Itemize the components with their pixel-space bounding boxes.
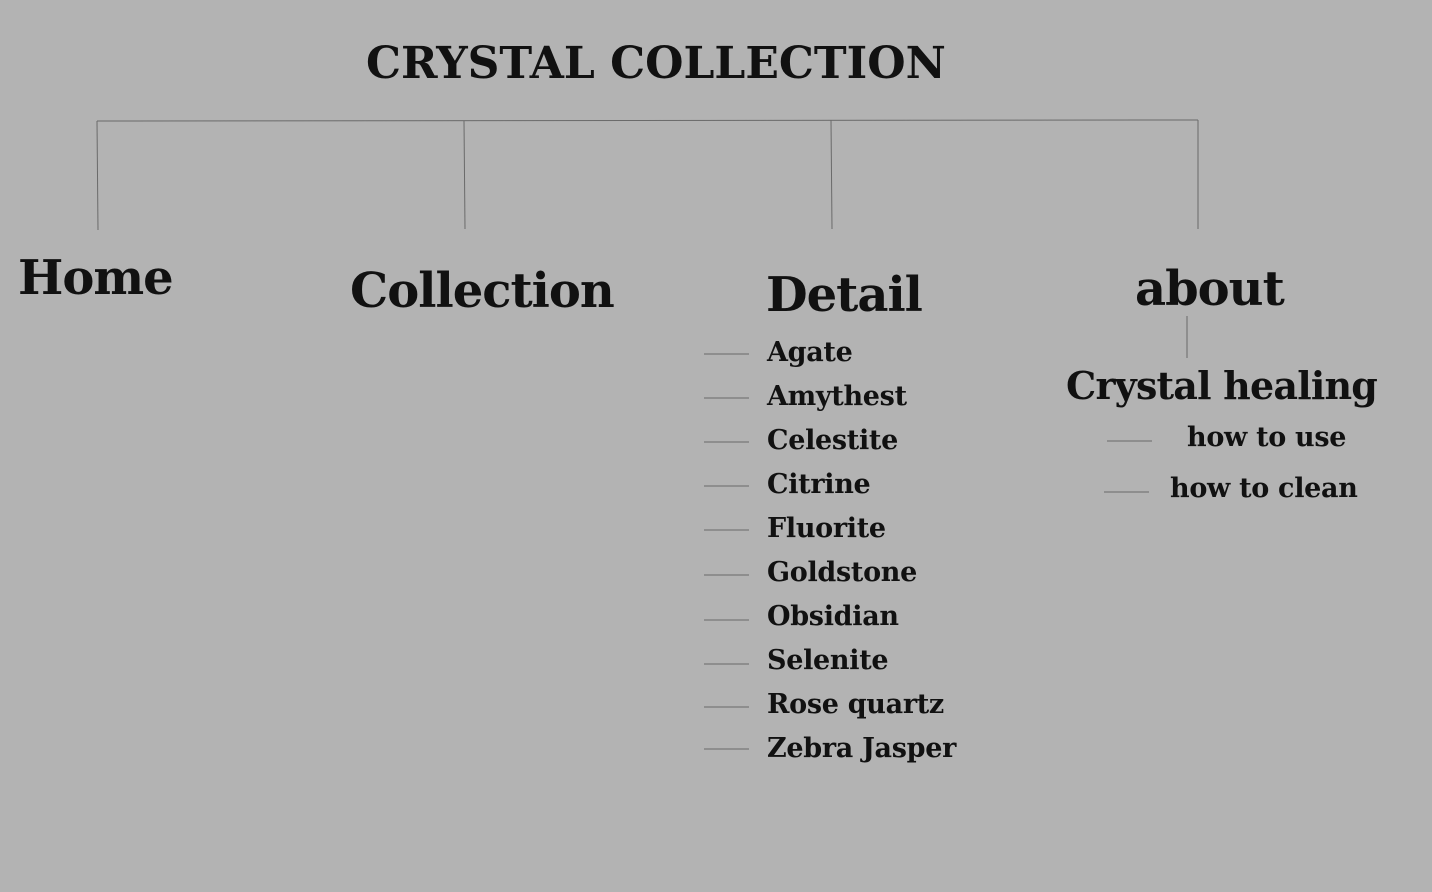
diagram-title: CRYSTAL COLLECTION (366, 38, 946, 89)
node-detail: Detail (766, 267, 923, 323)
detail-item-goldstone: Goldstone (767, 557, 917, 588)
node-about: about (1135, 261, 1285, 317)
home-connector (96, 120, 99, 231)
detail-item-obsidian: Obsidian (767, 601, 899, 632)
detail-item-celestite: Celestite (767, 425, 898, 456)
node-how-to-clean: how to clean (1170, 473, 1358, 504)
detail-item-rose-quartz: Rose quartz (767, 689, 944, 720)
detail-item-citrine: Citrine (767, 469, 871, 500)
detail-item-zebra-jasper: Zebra Jasper (767, 733, 957, 764)
node-home: Home (18, 250, 174, 306)
node-crystal-healing: Crystal healing (1066, 363, 1378, 408)
node-collection: Collection (350, 263, 615, 319)
top-horizontal-connector (96, 119, 1199, 122)
detail-item-fluorite: Fluorite (767, 513, 886, 544)
detail-item-list: Agate Amythest Celestite Citrine Fluorit… (767, 338, 956, 778)
detail-item-selenite: Selenite (767, 645, 889, 676)
detail-item-agate: Agate (767, 337, 853, 368)
collection-connector (463, 120, 466, 230)
node-how-to-use: how to use (1187, 422, 1347, 453)
detail-connector (830, 119, 833, 230)
detail-item-amythest: Amythest (767, 381, 907, 412)
